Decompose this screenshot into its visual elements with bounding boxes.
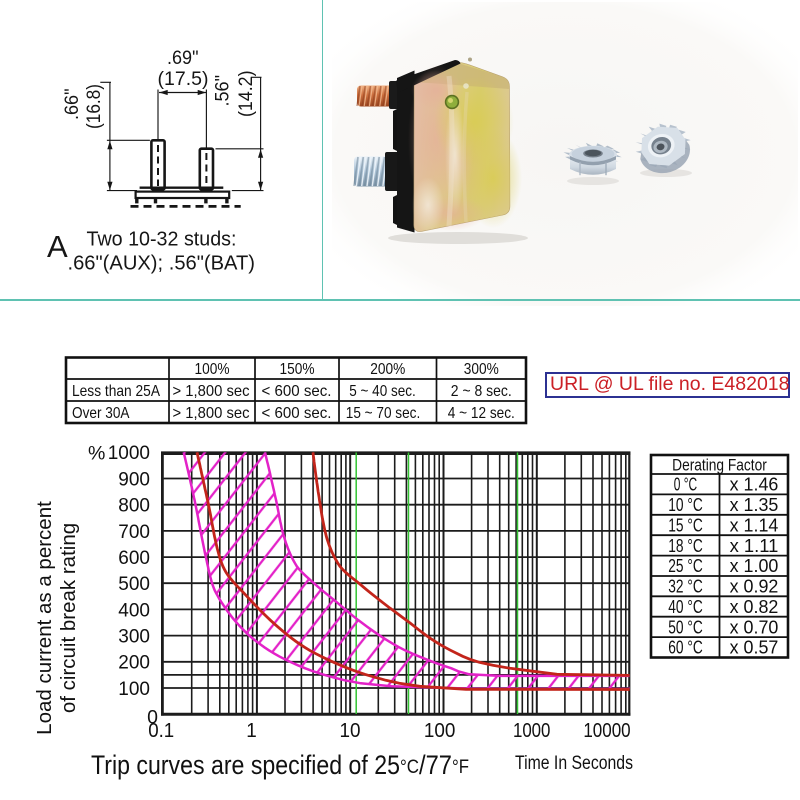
svg-text:x 1.14: x 1.14	[730, 515, 779, 535]
svg-text:1000: 1000	[108, 443, 150, 464]
svg-text:%: %	[88, 443, 105, 465]
svg-text:< 600 sec.: < 600 sec.	[262, 405, 332, 422]
svg-text:x 1.11: x 1.11	[730, 536, 779, 556]
svg-text:/77: /77	[419, 750, 452, 780]
svg-text:< 600 sec.: < 600 sec.	[262, 383, 332, 400]
svg-text:40 °C: 40 °C	[668, 597, 703, 617]
svg-text:x 0.82: x 0.82	[730, 597, 779, 617]
svg-text:32 °C: 32 °C	[668, 577, 703, 597]
svg-text:0 °C: 0 °C	[674, 475, 697, 495]
svg-text:50 °C: 50 °C	[668, 617, 703, 637]
svg-text:300%: 300%	[464, 361, 499, 378]
svg-text:x 1.35: x 1.35	[730, 495, 779, 515]
svg-text:15 ~ 70 sec.: 15 ~ 70 sec.	[346, 405, 421, 422]
svg-text:.56": .56"	[213, 75, 234, 107]
svg-text:> 1,800 sec: > 1,800 sec	[173, 405, 250, 422]
svg-text:x 0.70: x 0.70	[730, 617, 779, 637]
svg-text:150%: 150%	[280, 361, 315, 378]
svg-text:Load current as a percent: Load current as a percent	[33, 501, 56, 735]
svg-text:800: 800	[118, 496, 150, 517]
svg-text:200: 200	[118, 653, 150, 674]
svg-text:200%: 200%	[370, 361, 405, 378]
svg-text:(14.2): (14.2)	[236, 71, 257, 118]
svg-text:0.1: 0.1	[148, 720, 174, 742]
svg-text:10: 10	[340, 720, 361, 742]
svg-text:400: 400	[118, 600, 150, 621]
svg-text:°C: °C	[400, 757, 419, 778]
svg-text:x 1.00: x 1.00	[730, 556, 779, 576]
svg-text:x 1.46: x 1.46	[730, 475, 779, 495]
svg-text:10000: 10000	[583, 720, 630, 742]
svg-text:600: 600	[118, 548, 150, 569]
svg-text:Over 30A: Over 30A	[72, 405, 130, 422]
svg-text:.69": .69"	[167, 48, 199, 69]
svg-text:.66"(AUX); .56"(BAT): .66"(AUX); .56"(BAT)	[68, 253, 256, 275]
svg-text:0: 0	[147, 707, 158, 729]
svg-text:100: 100	[118, 679, 150, 700]
svg-text:300: 300	[118, 627, 150, 648]
svg-text:x 0.57: x 0.57	[730, 638, 779, 658]
svg-text:1: 1	[246, 720, 257, 742]
svg-text:Two 10-32 studs:: Two 10-32 studs:	[87, 229, 237, 251]
svg-text:700: 700	[118, 522, 150, 543]
svg-text:.66": .66"	[62, 89, 83, 121]
svg-text:°F: °F	[452, 757, 469, 778]
svg-text:Less than 25A: Less than 25A	[72, 383, 160, 400]
svg-text:Derating Factor: Derating Factor	[672, 455, 767, 474]
svg-text:(16.8): (16.8)	[84, 84, 105, 129]
svg-text:900: 900	[118, 469, 150, 490]
svg-text:> 1,800 sec: > 1,800 sec	[173, 383, 250, 400]
svg-text:10 °C: 10 °C	[668, 495, 703, 515]
svg-text:25 °C: 25 °C	[668, 556, 703, 576]
svg-text:15 °C: 15 °C	[668, 515, 703, 535]
svg-text:100%: 100%	[195, 361, 230, 378]
svg-text:5 ~ 40 sec.: 5 ~ 40 sec.	[349, 383, 416, 400]
svg-text:Time In Seconds: Time In Seconds	[515, 752, 633, 774]
svg-text:(17.5): (17.5)	[158, 69, 209, 90]
svg-text:4 ~ 12 sec.: 4 ~ 12 sec.	[448, 405, 515, 422]
svg-text:100: 100	[424, 720, 456, 742]
svg-text:of circuit break rating: of circuit break rating	[57, 523, 80, 713]
svg-text:2 ~ 8 sec.: 2 ~ 8 sec.	[451, 383, 512, 400]
svg-text:x 0.92: x 0.92	[730, 577, 779, 597]
svg-text:18 °C: 18 °C	[668, 536, 703, 556]
svg-text:1000: 1000	[513, 720, 551, 742]
svg-text:60 °C: 60 °C	[668, 638, 703, 658]
svg-text:Trip curves are specified of 2: Trip curves are specified of 25	[91, 750, 400, 780]
svg-text:A: A	[47, 229, 68, 264]
svg-text:500: 500	[118, 574, 150, 595]
